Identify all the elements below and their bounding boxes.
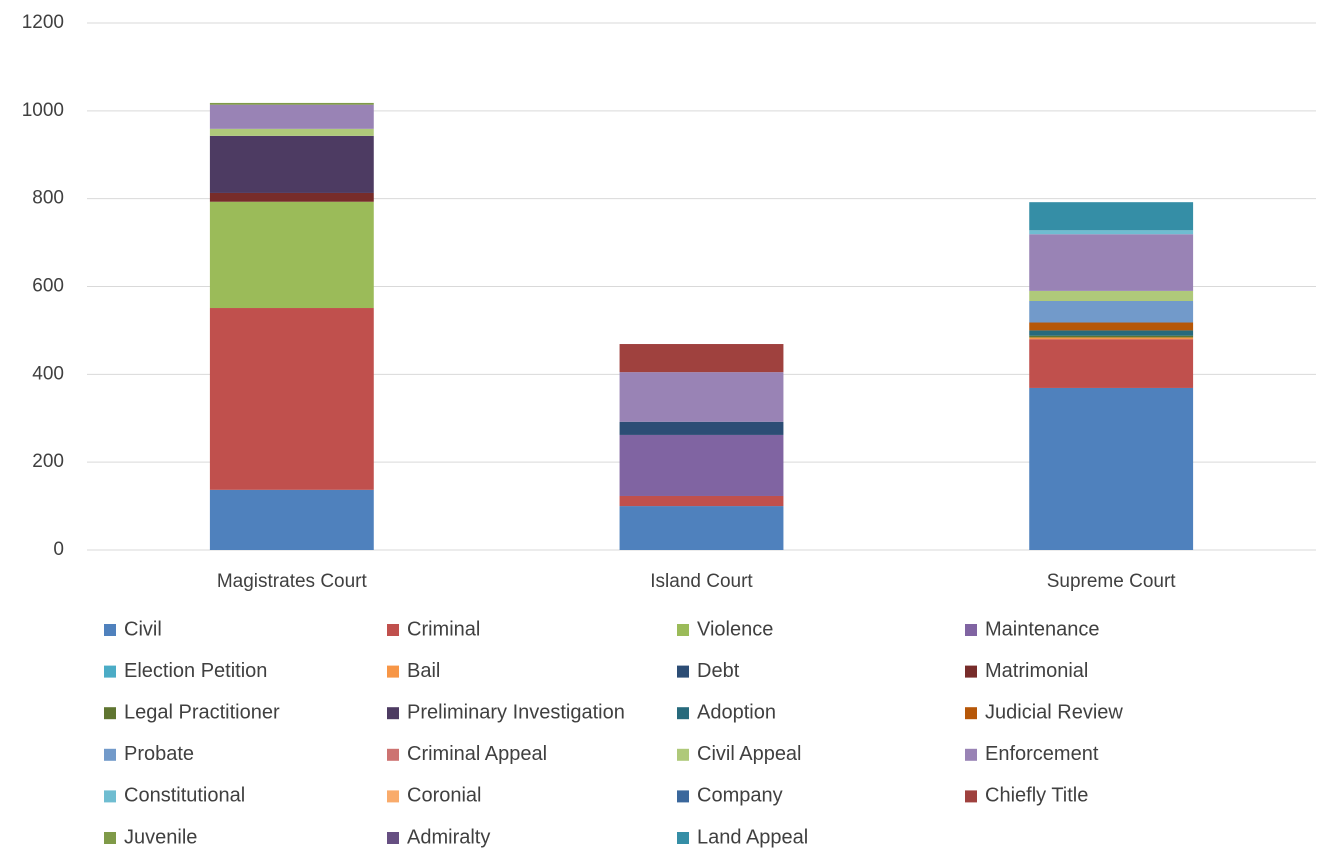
bar-segment bbox=[1029, 300, 1194, 323]
y-tick-label: 600 bbox=[32, 276, 64, 297]
legend-swatch bbox=[965, 624, 977, 636]
bar-segment bbox=[619, 434, 784, 496]
bar-segment bbox=[209, 308, 374, 490]
legend-swatch bbox=[965, 707, 977, 720]
legend-label: Civil Appeal bbox=[697, 743, 802, 765]
legend-swatch bbox=[104, 624, 116, 636]
legend-swatch bbox=[387, 707, 399, 720]
bar-segment bbox=[1029, 339, 1194, 388]
legend-label: Civil bbox=[124, 618, 162, 640]
legend-label: Debt bbox=[697, 660, 740, 682]
bar-segment bbox=[209, 102, 374, 105]
bar-segment bbox=[1029, 202, 1194, 231]
x-tick-label: Island Court bbox=[650, 571, 753, 592]
legend-label: Criminal bbox=[407, 618, 480, 640]
legend-swatch bbox=[104, 748, 116, 761]
legend-swatch bbox=[677, 748, 689, 761]
legend-swatch bbox=[104, 665, 116, 678]
bar-segment bbox=[1029, 387, 1194, 550]
x-tick-label: Magistrates Court bbox=[217, 571, 368, 592]
legend-label: Admiralty bbox=[407, 826, 490, 848]
bar-segment bbox=[1029, 290, 1194, 301]
bar-segment bbox=[1029, 322, 1194, 331]
legend-label: Land Appeal bbox=[697, 826, 808, 848]
bar-segment bbox=[209, 135, 374, 193]
legend-swatch bbox=[387, 790, 399, 803]
legend-swatch bbox=[104, 832, 116, 844]
y-tick-label: 800 bbox=[32, 188, 64, 209]
legend-label: Judicial Review bbox=[985, 701, 1123, 723]
legend-label: Juvenile bbox=[124, 826, 197, 848]
bar-segment bbox=[619, 506, 784, 550]
bar-segment bbox=[209, 489, 374, 550]
legend-swatch bbox=[387, 665, 399, 678]
y-tick-label: 200 bbox=[32, 451, 64, 472]
legend-label: Preliminary Investigation bbox=[407, 701, 625, 723]
legend-label: Coronial bbox=[407, 785, 481, 807]
bar-segment bbox=[209, 104, 374, 129]
bar-segment bbox=[1029, 337, 1194, 340]
bar-segment bbox=[619, 495, 784, 507]
legend-label: Adoption bbox=[697, 701, 776, 723]
bar-segment bbox=[1029, 335, 1194, 338]
legend-label: Maintenance bbox=[985, 618, 1100, 640]
y-tick-label: 1000 bbox=[22, 100, 64, 121]
legend-swatch bbox=[965, 665, 977, 678]
bar-segment bbox=[1029, 234, 1194, 291]
legend-label: Matrimonial bbox=[985, 660, 1088, 682]
legend-label: Chiefly Title bbox=[985, 785, 1088, 807]
bar-segment bbox=[1029, 230, 1194, 235]
bar-segment bbox=[619, 421, 784, 435]
legend-swatch bbox=[677, 665, 689, 678]
legend-label: Constitutional bbox=[124, 785, 245, 807]
legend-swatch bbox=[965, 748, 977, 761]
legend-label: Probate bbox=[124, 743, 194, 765]
bar-segment bbox=[1029, 330, 1194, 336]
bar-segment bbox=[619, 344, 784, 373]
legend-swatch bbox=[677, 707, 689, 720]
y-tick-label: 400 bbox=[32, 363, 64, 384]
legend-swatch bbox=[387, 748, 399, 761]
x-tick-label: Supreme Court bbox=[1047, 571, 1177, 592]
legend-swatch bbox=[387, 832, 399, 844]
y-tick-label: 0 bbox=[53, 539, 64, 560]
legend-swatch bbox=[387, 624, 399, 636]
legend-swatch bbox=[677, 790, 689, 803]
legend-label: Criminal Appeal bbox=[407, 743, 547, 765]
legend-swatch bbox=[965, 790, 977, 803]
legend-label: Company bbox=[697, 785, 783, 807]
bar-segment bbox=[209, 192, 374, 202]
legend-label: Enforcement bbox=[985, 743, 1099, 765]
legend-label: Election Petition bbox=[124, 660, 267, 682]
legend-swatch bbox=[677, 832, 689, 844]
y-tick-label: 1200 bbox=[22, 12, 64, 33]
legend-swatch bbox=[677, 624, 689, 636]
legend-label: Bail bbox=[407, 660, 440, 682]
bar-segment bbox=[619, 372, 784, 422]
bar-segment bbox=[209, 128, 374, 136]
legend-swatch bbox=[104, 707, 116, 720]
legend-label: Violence bbox=[697, 618, 773, 640]
legend-swatch bbox=[104, 790, 116, 803]
bar-segment bbox=[209, 201, 374, 309]
legend-label: Legal Practitioner bbox=[124, 701, 280, 723]
